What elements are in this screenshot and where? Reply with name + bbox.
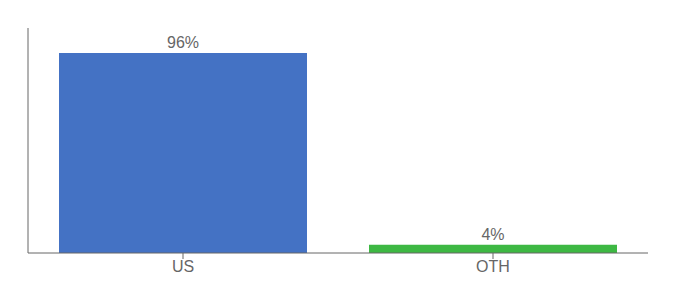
svg-text:OTH: OTH bbox=[476, 258, 510, 275]
svg-text:4%: 4% bbox=[481, 226, 504, 243]
svg-text:US: US bbox=[172, 258, 194, 275]
svg-text:96%: 96% bbox=[167, 34, 199, 51]
